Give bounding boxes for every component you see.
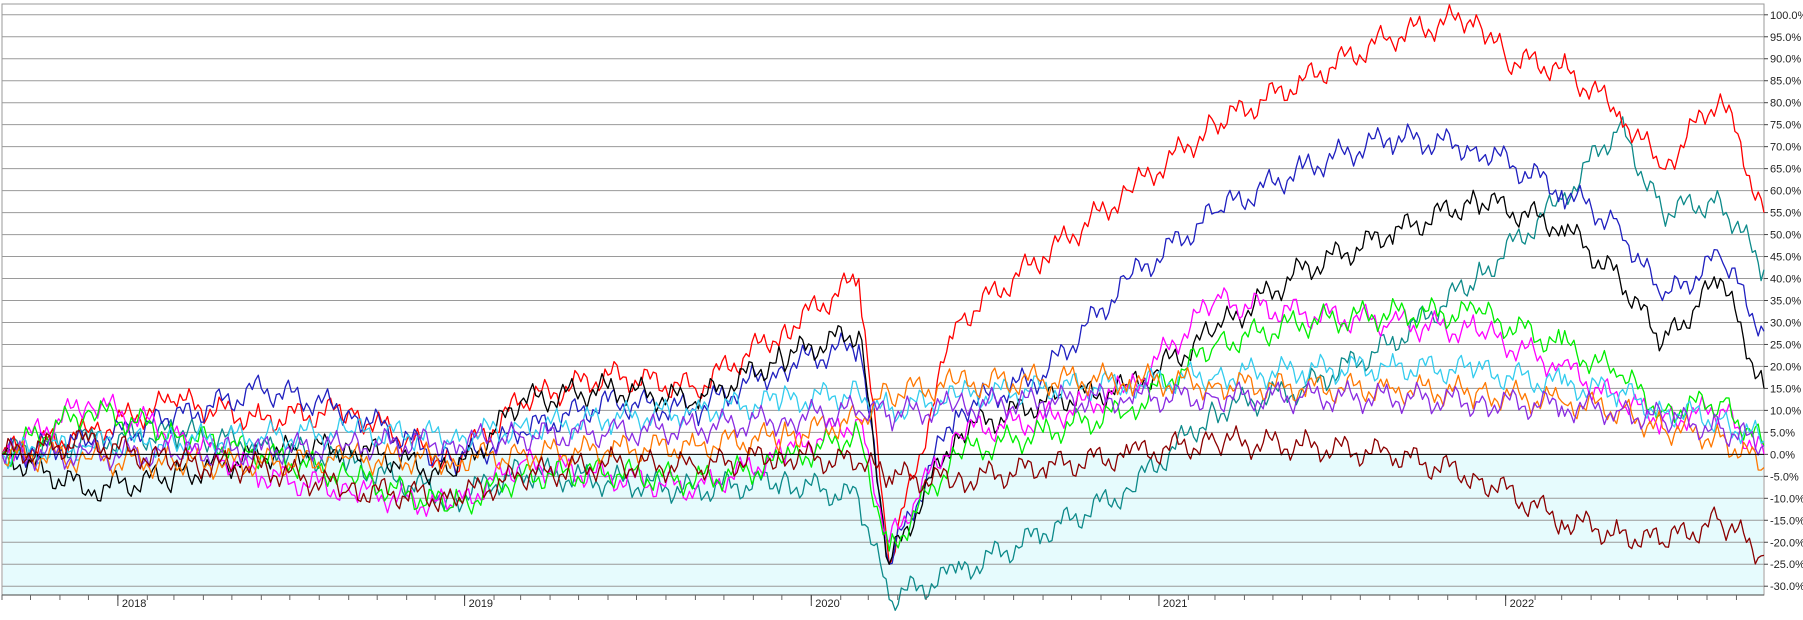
- y-tick-label: 55.0%: [1770, 208, 1801, 220]
- y-tick-label: 10.0%: [1770, 405, 1801, 417]
- y-tick-label: 65.0%: [1770, 164, 1801, 176]
- x-tick-label: 2021: [1163, 598, 1187, 610]
- x-tick-label: 2018: [122, 598, 146, 610]
- y-tick-label: 70.0%: [1770, 142, 1801, 154]
- y-tick-label: 30.0%: [1770, 317, 1801, 329]
- y-tick-label: 100.0%: [1770, 10, 1803, 22]
- y-tick-label: 0.0%: [1770, 449, 1795, 461]
- y-tick-label: 80.0%: [1770, 98, 1801, 110]
- y-tick-label: 5.0%: [1770, 427, 1795, 439]
- y-tick-label: 85.0%: [1770, 76, 1801, 88]
- series-line-5: [1, 287, 1765, 543]
- y-tick-label: 25.0%: [1770, 339, 1801, 351]
- y-tick-label: -15.0%: [1770, 515, 1803, 527]
- x-tick-label: 2020: [815, 598, 839, 610]
- y-tick-label: 40.0%: [1770, 274, 1801, 286]
- y-tick-label: 95.0%: [1770, 32, 1801, 44]
- series-line-9: [1, 380, 1765, 472]
- series-line-4: [1, 189, 1765, 565]
- series-line-7: [1, 352, 1765, 470]
- y-tick-label: 45.0%: [1770, 252, 1801, 264]
- y-tick-label: -25.0%: [1770, 559, 1803, 571]
- y-tick-label: -5.0%: [1770, 471, 1799, 483]
- series-line-8: [1, 362, 1765, 480]
- y-tick-label: 60.0%: [1770, 186, 1801, 198]
- x-tick-label: 2019: [469, 598, 493, 610]
- y-tick-label: -10.0%: [1770, 493, 1803, 505]
- y-tick-label: 50.0%: [1770, 230, 1801, 242]
- y-tick-label: 75.0%: [1770, 120, 1801, 132]
- y-tick-label: 20.0%: [1770, 361, 1801, 373]
- x-tick-label: 2022: [1510, 598, 1534, 610]
- series-line-10: [1, 425, 1765, 565]
- y-tick-label: -20.0%: [1770, 537, 1803, 549]
- y-tick-label: 35.0%: [1770, 296, 1801, 308]
- series-line-2: [1, 4, 1765, 565]
- series-line-6: [1, 297, 1765, 552]
- y-tick-label: -30.0%: [1770, 581, 1803, 593]
- y-tick-label: 90.0%: [1770, 54, 1801, 66]
- y-tick-label: 15.0%: [1770, 383, 1801, 395]
